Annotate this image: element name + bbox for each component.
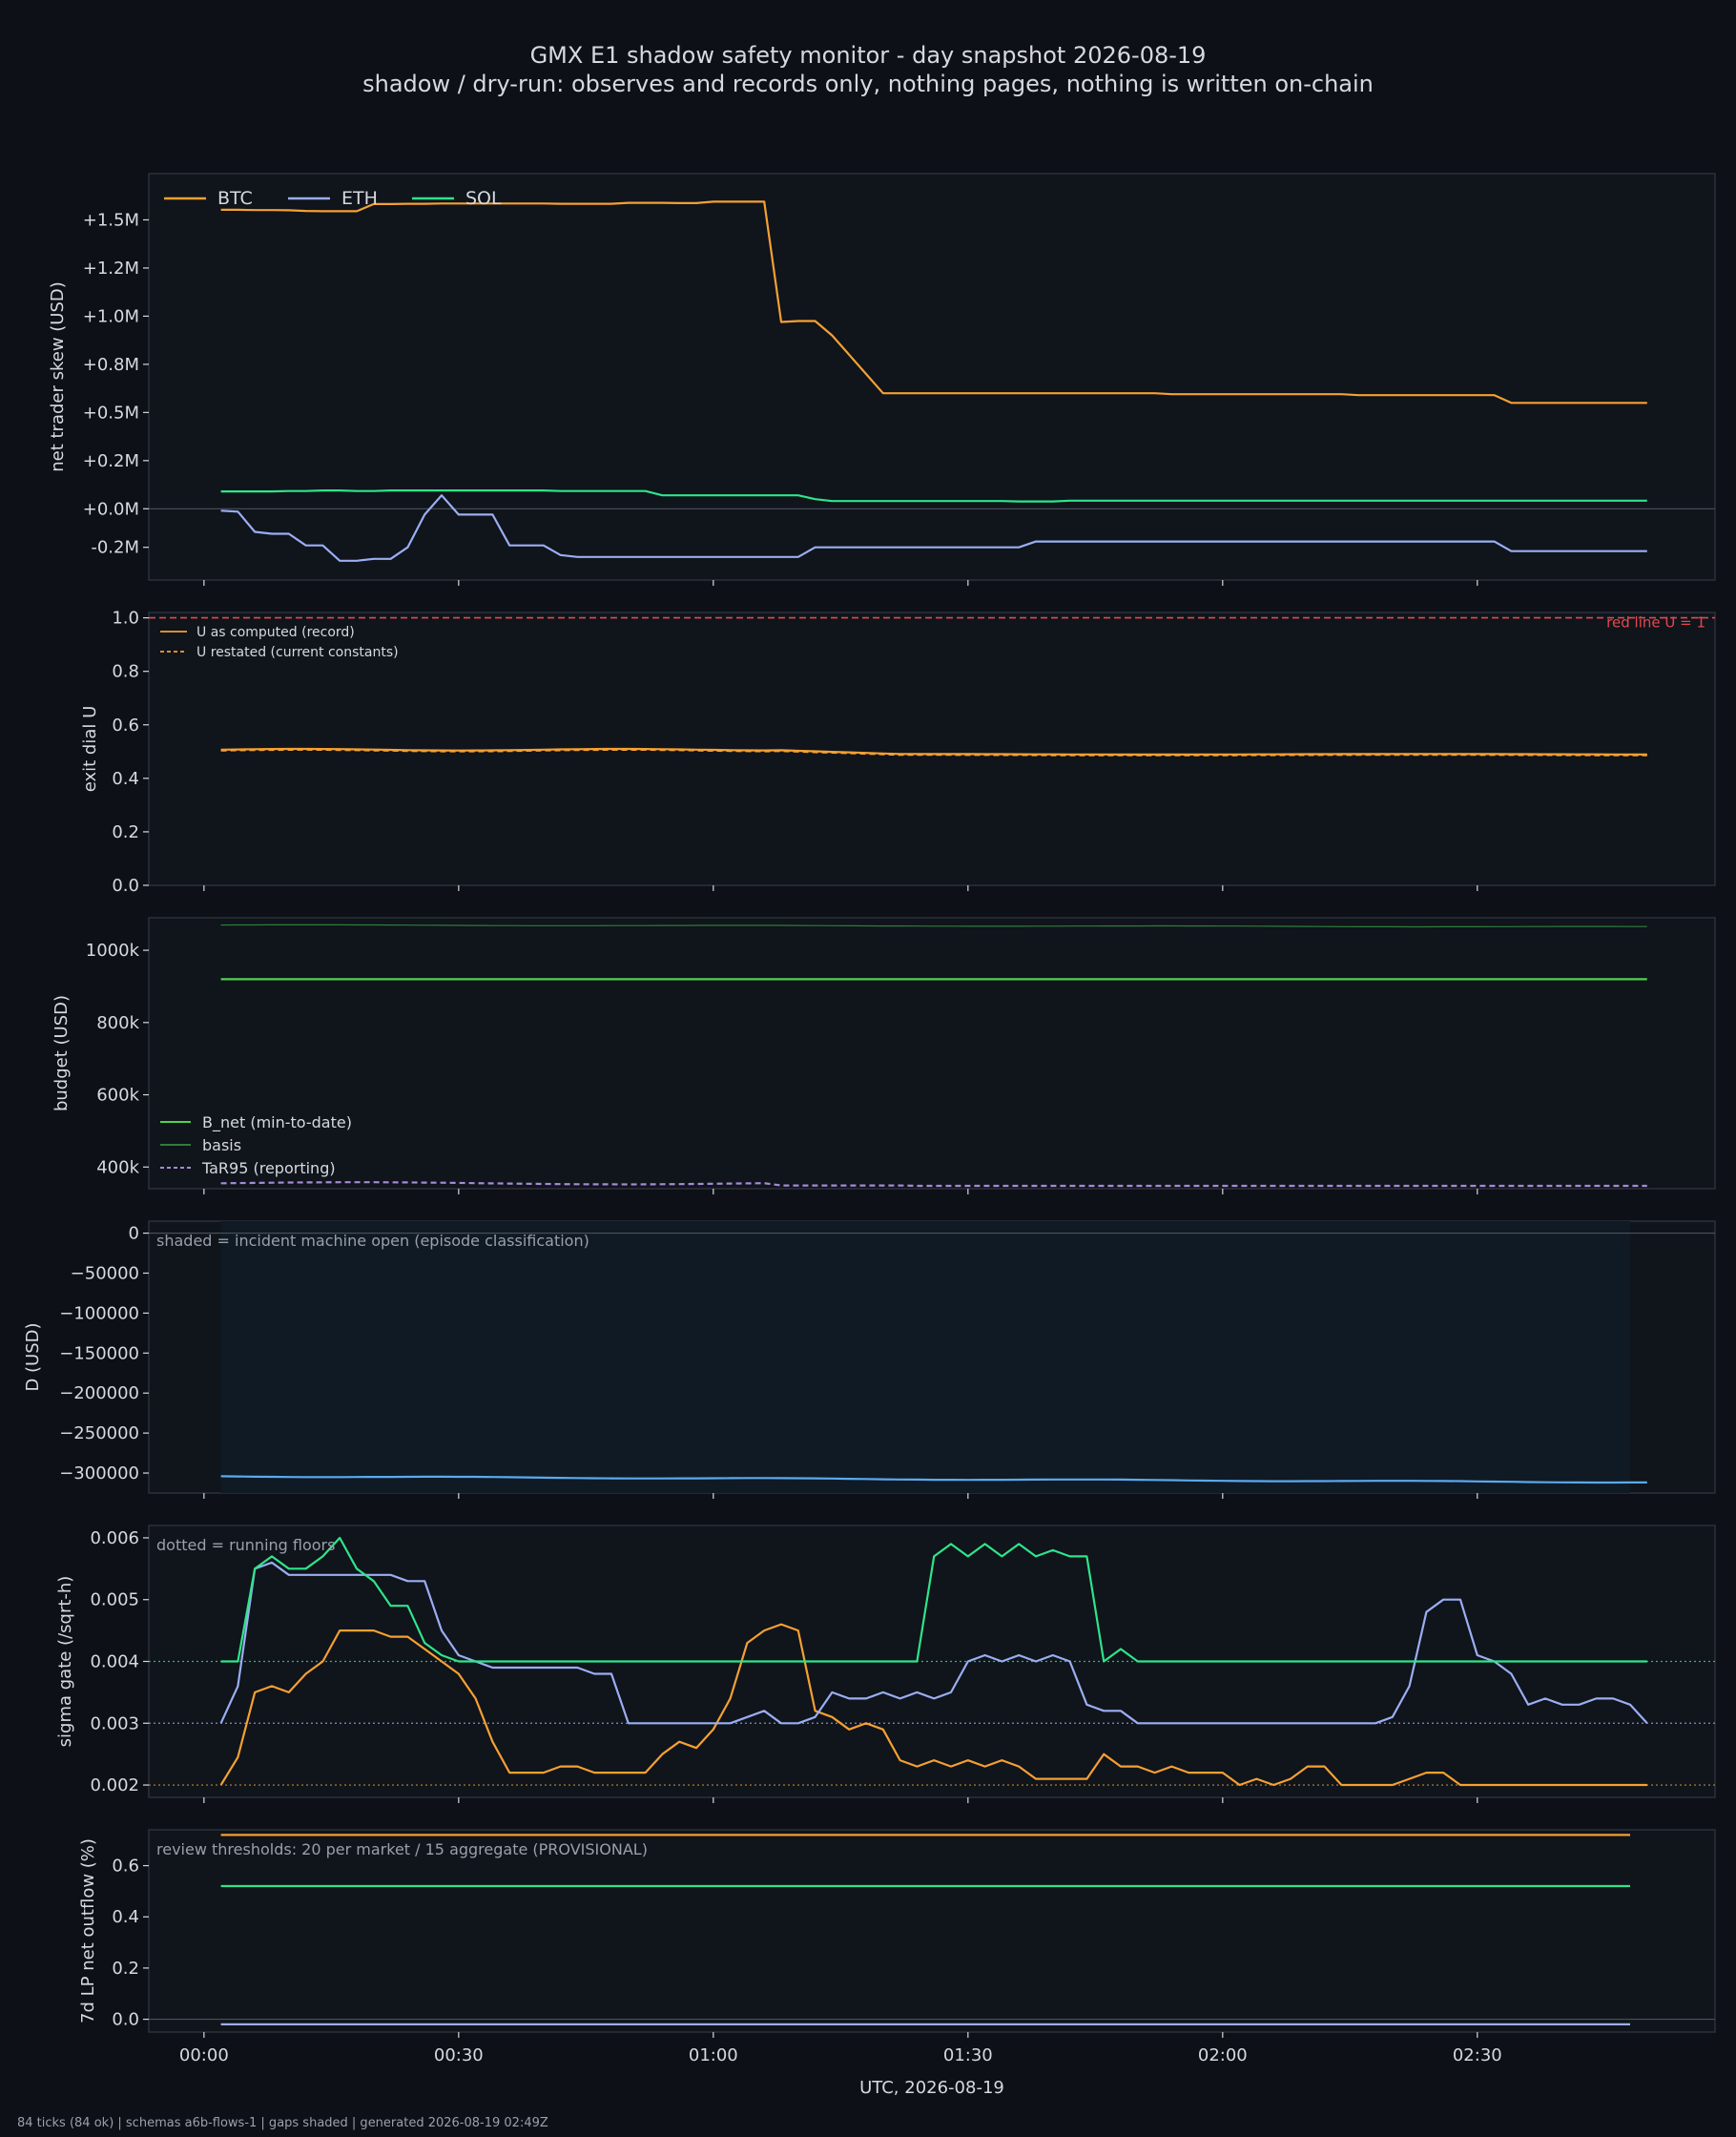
- y-tick-label: 0.0: [112, 876, 139, 896]
- y-tick-label: −200000: [59, 1383, 139, 1403]
- x-tick-label: 01:00: [689, 2045, 738, 2065]
- red-line-label: red line U = 1: [1606, 614, 1705, 632]
- y-tick-label: 600k: [96, 1086, 139, 1106]
- series-line-4-0: [219, 1623, 1647, 1787]
- x-tick-label: 02:00: [1198, 2045, 1248, 2065]
- y-tick-label: 0.4: [112, 769, 139, 789]
- y-tick-label: 0.8: [112, 662, 139, 682]
- y-axis-label: exit dial U: [80, 706, 100, 793]
- y-tick-label: 0.006: [90, 1528, 139, 1548]
- y-tick-label: 0: [129, 1224, 139, 1244]
- y-axis-label: 7d LP net outflow (%): [78, 1838, 98, 2023]
- series-line-eth: [220, 494, 1647, 562]
- x-tick-label: 02:30: [1453, 2045, 1502, 2065]
- y-tick-label: 800k: [96, 1013, 139, 1033]
- panel-annotation: shaded = incident machine open (episode …: [156, 1232, 589, 1250]
- y-tick-label: -0.2M: [91, 538, 139, 558]
- panel-annotation: review thresholds: 20 per market / 15 ag…: [156, 1840, 648, 1858]
- y-axis-label: net trader skew (USD): [48, 281, 68, 472]
- series-line-u-as-computed-record-: [220, 747, 1647, 756]
- series-line-sol: [220, 489, 1647, 503]
- legend-label: SOL: [465, 188, 502, 209]
- x-tick-label: 00:00: [179, 2045, 229, 2065]
- legend-label: BTC: [217, 188, 253, 209]
- x-tick-label: 00:30: [434, 2045, 484, 2065]
- series-line-btc: [220, 200, 1647, 405]
- y-tick-label: 0.003: [90, 1713, 139, 1733]
- y-tick-label: +0.0M: [83, 499, 139, 519]
- y-tick-label: +1.2M: [83, 259, 139, 279]
- y-axis-label: D (USD): [23, 1322, 43, 1391]
- y-tick-label: 1000k: [86, 941, 140, 961]
- y-tick-label: 0.6: [112, 1857, 139, 1877]
- y-tick-label: −100000: [59, 1303, 139, 1323]
- x-tick-label: 01:30: [943, 2045, 993, 2065]
- series-line-4-1: [219, 1561, 1648, 1725]
- panel-5-frame: [148, 1829, 1716, 2033]
- y-tick-label: 1.0: [112, 609, 139, 629]
- y-tick-label: +0.2M: [83, 451, 139, 471]
- x-axis-label: UTC, 2026-08-19: [859, 2078, 1004, 2098]
- y-tick-label: +1.5M: [83, 210, 139, 230]
- y-tick-label: 400k: [96, 1157, 139, 1177]
- y-tick-label: 0.002: [90, 1775, 139, 1795]
- legend-label: U as computed (record): [196, 625, 355, 640]
- legend-label: U restated (current constants): [196, 645, 399, 660]
- chart-subtitle: shadow / dry-run: observes and records o…: [362, 71, 1374, 97]
- y-tick-label: 0.6: [112, 716, 139, 736]
- y-tick-label: +0.5M: [83, 403, 139, 423]
- y-tick-label: −250000: [59, 1423, 139, 1443]
- y-tick-label: +1.0M: [83, 306, 139, 326]
- chart-title: GMX E1 shadow safety monitor - day snaps…: [529, 42, 1207, 69]
- panel-0-frame: [148, 173, 1716, 581]
- panel-annotation: dotted = running floors: [156, 1536, 335, 1554]
- y-axis-label: sigma gate (/sqrt-h): [55, 1576, 75, 1748]
- y-axis-label: budget (USD): [52, 995, 72, 1111]
- panel-1-frame: [148, 612, 1716, 886]
- y-tick-label: −300000: [59, 1463, 139, 1483]
- legend-label: ETH: [341, 188, 378, 209]
- y-tick-label: 0.2: [112, 1959, 139, 1979]
- panel-2-frame: [148, 917, 1716, 1190]
- incident-shade: [220, 1221, 1631, 1493]
- y-tick-label: 0.2: [112, 822, 139, 842]
- series-line-4-2: [220, 1536, 1647, 1663]
- series-line-3-0: [220, 1475, 1647, 1484]
- y-tick-label: −50000: [71, 1263, 139, 1283]
- y-tick-label: +0.8M: [83, 355, 139, 375]
- legend-label: TaR95 (reporting): [201, 1159, 336, 1177]
- series-line-basis: [220, 923, 1647, 928]
- y-tick-label: 0.004: [90, 1652, 139, 1672]
- y-tick-label: 0.0: [112, 2010, 139, 2030]
- y-tick-label: 0.005: [90, 1590, 139, 1610]
- y-tick-label: 0.4: [112, 1907, 139, 1927]
- y-tick-label: −150000: [59, 1343, 139, 1363]
- legend-label: basis: [202, 1136, 241, 1154]
- footer-status: 84 ticks (84 ok) | schemas a6b-flows-1 |…: [17, 2116, 548, 2130]
- legend-label: B_net (min-to-date): [202, 1113, 352, 1132]
